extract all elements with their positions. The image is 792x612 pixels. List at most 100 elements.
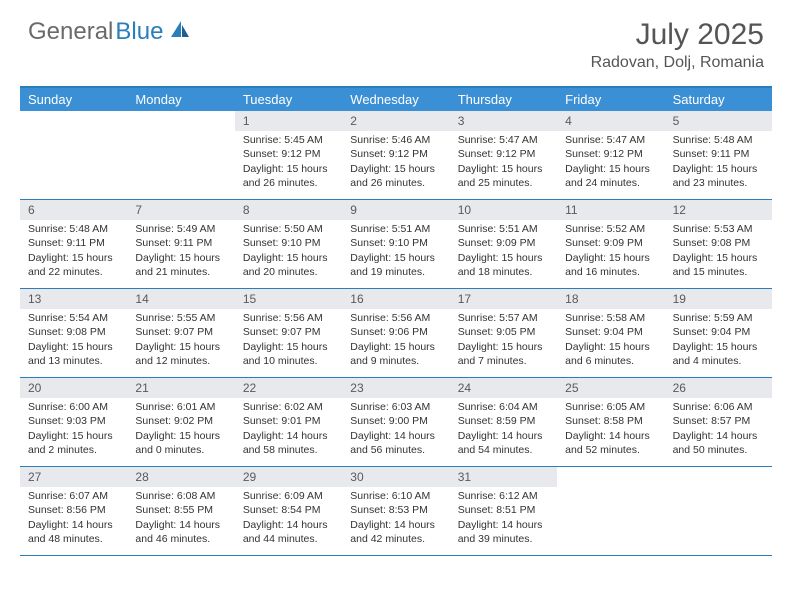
calendar-day — [20, 111, 127, 199]
sunset-text: Sunset: 9:07 PM — [135, 325, 228, 339]
day-info: Sunrise: 6:08 AMSunset: 8:55 PMDaylight:… — [127, 489, 234, 546]
daylight-text: Daylight: 15 hours and 16 minutes. — [565, 251, 658, 279]
month-title: July 2025 — [591, 18, 764, 52]
day-number: 24 — [450, 378, 557, 398]
day-number: 27 — [20, 467, 127, 487]
sunset-text: Sunset: 8:53 PM — [350, 503, 443, 517]
sunset-text: Sunset: 9:11 PM — [673, 147, 766, 161]
daylight-text: Daylight: 15 hours and 20 minutes. — [243, 251, 336, 279]
day-number: 31 — [450, 467, 557, 487]
day-number: 16 — [342, 289, 449, 309]
calendar-week: 20Sunrise: 6:00 AMSunset: 9:03 PMDayligh… — [20, 378, 772, 467]
daylight-text: Daylight: 14 hours and 46 minutes. — [135, 518, 228, 546]
sunset-text: Sunset: 9:08 PM — [673, 236, 766, 250]
calendar-day: 14Sunrise: 5:55 AMSunset: 9:07 PMDayligh… — [127, 289, 234, 377]
calendar-day: 30Sunrise: 6:10 AMSunset: 8:53 PMDayligh… — [342, 467, 449, 555]
daylight-text: Daylight: 14 hours and 48 minutes. — [28, 518, 121, 546]
weekday-label: Tuesday — [235, 88, 342, 111]
day-number: 18 — [557, 289, 664, 309]
calendar: SundayMondayTuesdayWednesdayThursdayFrid… — [20, 86, 772, 556]
sunset-text: Sunset: 8:54 PM — [243, 503, 336, 517]
day-number: 20 — [20, 378, 127, 398]
page-header: GeneralBlue July 2025 Radovan, Dolj, Rom… — [0, 0, 792, 80]
day-number: 17 — [450, 289, 557, 309]
calendar-day — [557, 467, 664, 555]
day-info: Sunrise: 6:04 AMSunset: 8:59 PMDaylight:… — [450, 400, 557, 457]
weekday-label: Thursday — [450, 88, 557, 111]
daylight-text: Daylight: 15 hours and 26 minutes. — [350, 162, 443, 190]
calendar-day: 29Sunrise: 6:09 AMSunset: 8:54 PMDayligh… — [235, 467, 342, 555]
sunrise-text: Sunrise: 5:50 AM — [243, 222, 336, 236]
calendar-day: 1Sunrise: 5:45 AMSunset: 9:12 PMDaylight… — [235, 111, 342, 199]
sunrise-text: Sunrise: 5:54 AM — [28, 311, 121, 325]
day-number: 10 — [450, 200, 557, 220]
day-number: 4 — [557, 111, 664, 131]
daylight-text: Daylight: 15 hours and 0 minutes. — [135, 429, 228, 457]
sunrise-text: Sunrise: 6:01 AM — [135, 400, 228, 414]
sunrise-text: Sunrise: 5:46 AM — [350, 133, 443, 147]
daylight-text: Daylight: 15 hours and 21 minutes. — [135, 251, 228, 279]
calendar-day — [665, 467, 772, 555]
calendar-day: 24Sunrise: 6:04 AMSunset: 8:59 PMDayligh… — [450, 378, 557, 466]
brand-part2: Blue — [115, 18, 163, 46]
sunset-text: Sunset: 9:03 PM — [28, 414, 121, 428]
sunset-text: Sunset: 9:00 PM — [350, 414, 443, 428]
weekday-label: Saturday — [665, 88, 772, 111]
day-info: Sunrise: 6:09 AMSunset: 8:54 PMDaylight:… — [235, 489, 342, 546]
calendar-day: 31Sunrise: 6:12 AMSunset: 8:51 PMDayligh… — [450, 467, 557, 555]
sunrise-text: Sunrise: 5:51 AM — [458, 222, 551, 236]
calendar-week: 1Sunrise: 5:45 AMSunset: 9:12 PMDaylight… — [20, 111, 772, 200]
daylight-text: Daylight: 15 hours and 13 minutes. — [28, 340, 121, 368]
sunrise-text: Sunrise: 5:51 AM — [350, 222, 443, 236]
calendar-day: 7Sunrise: 5:49 AMSunset: 9:11 PMDaylight… — [127, 200, 234, 288]
sunset-text: Sunset: 9:07 PM — [243, 325, 336, 339]
day-info: Sunrise: 5:51 AMSunset: 9:09 PMDaylight:… — [450, 222, 557, 279]
sunset-text: Sunset: 8:57 PM — [673, 414, 766, 428]
daylight-text: Daylight: 15 hours and 24 minutes. — [565, 162, 658, 190]
daylight-text: Daylight: 14 hours and 44 minutes. — [243, 518, 336, 546]
brand-part1: General — [28, 18, 113, 46]
sunrise-text: Sunrise: 6:02 AM — [243, 400, 336, 414]
calendar-day: 13Sunrise: 5:54 AMSunset: 9:08 PMDayligh… — [20, 289, 127, 377]
sunrise-text: Sunrise: 5:45 AM — [243, 133, 336, 147]
day-info: Sunrise: 5:49 AMSunset: 9:11 PMDaylight:… — [127, 222, 234, 279]
day-number: 3 — [450, 111, 557, 131]
sunset-text: Sunset: 9:06 PM — [350, 325, 443, 339]
day-number: 2 — [342, 111, 449, 131]
weekday-label: Monday — [127, 88, 234, 111]
day-info: Sunrise: 5:59 AMSunset: 9:04 PMDaylight:… — [665, 311, 772, 368]
calendar-day: 4Sunrise: 5:47 AMSunset: 9:12 PMDaylight… — [557, 111, 664, 199]
sunrise-text: Sunrise: 5:49 AM — [135, 222, 228, 236]
daylight-text: Daylight: 15 hours and 6 minutes. — [565, 340, 658, 368]
sunset-text: Sunset: 9:12 PM — [565, 147, 658, 161]
day-info: Sunrise: 6:05 AMSunset: 8:58 PMDaylight:… — [557, 400, 664, 457]
calendar-day: 21Sunrise: 6:01 AMSunset: 9:02 PMDayligh… — [127, 378, 234, 466]
sunrise-text: Sunrise: 5:48 AM — [673, 133, 766, 147]
day-number: 9 — [342, 200, 449, 220]
daylight-text: Daylight: 15 hours and 22 minutes. — [28, 251, 121, 279]
daylight-text: Daylight: 14 hours and 42 minutes. — [350, 518, 443, 546]
daylight-text: Daylight: 15 hours and 26 minutes. — [243, 162, 336, 190]
sunset-text: Sunset: 9:10 PM — [243, 236, 336, 250]
day-info: Sunrise: 5:53 AMSunset: 9:08 PMDaylight:… — [665, 222, 772, 279]
day-number: 30 — [342, 467, 449, 487]
sunset-text: Sunset: 9:09 PM — [458, 236, 551, 250]
calendar-day: 18Sunrise: 5:58 AMSunset: 9:04 PMDayligh… — [557, 289, 664, 377]
day-info: Sunrise: 6:06 AMSunset: 8:57 PMDaylight:… — [665, 400, 772, 457]
day-info: Sunrise: 5:50 AMSunset: 9:10 PMDaylight:… — [235, 222, 342, 279]
day-number: 7 — [127, 200, 234, 220]
daylight-text: Daylight: 15 hours and 10 minutes. — [243, 340, 336, 368]
sunrise-text: Sunrise: 5:56 AM — [350, 311, 443, 325]
calendar-day: 17Sunrise: 5:57 AMSunset: 9:05 PMDayligh… — [450, 289, 557, 377]
day-info: Sunrise: 6:07 AMSunset: 8:56 PMDaylight:… — [20, 489, 127, 546]
daylight-text: Daylight: 15 hours and 19 minutes. — [350, 251, 443, 279]
day-info: Sunrise: 6:00 AMSunset: 9:03 PMDaylight:… — [20, 400, 127, 457]
sunset-text: Sunset: 9:08 PM — [28, 325, 121, 339]
location-text: Radovan, Dolj, Romania — [591, 54, 764, 72]
calendar-week: 13Sunrise: 5:54 AMSunset: 9:08 PMDayligh… — [20, 289, 772, 378]
day-info: Sunrise: 5:46 AMSunset: 9:12 PMDaylight:… — [342, 133, 449, 190]
sunrise-text: Sunrise: 6:03 AM — [350, 400, 443, 414]
sunrise-text: Sunrise: 6:07 AM — [28, 489, 121, 503]
day-number: 25 — [557, 378, 664, 398]
day-info: Sunrise: 5:56 AMSunset: 9:06 PMDaylight:… — [342, 311, 449, 368]
